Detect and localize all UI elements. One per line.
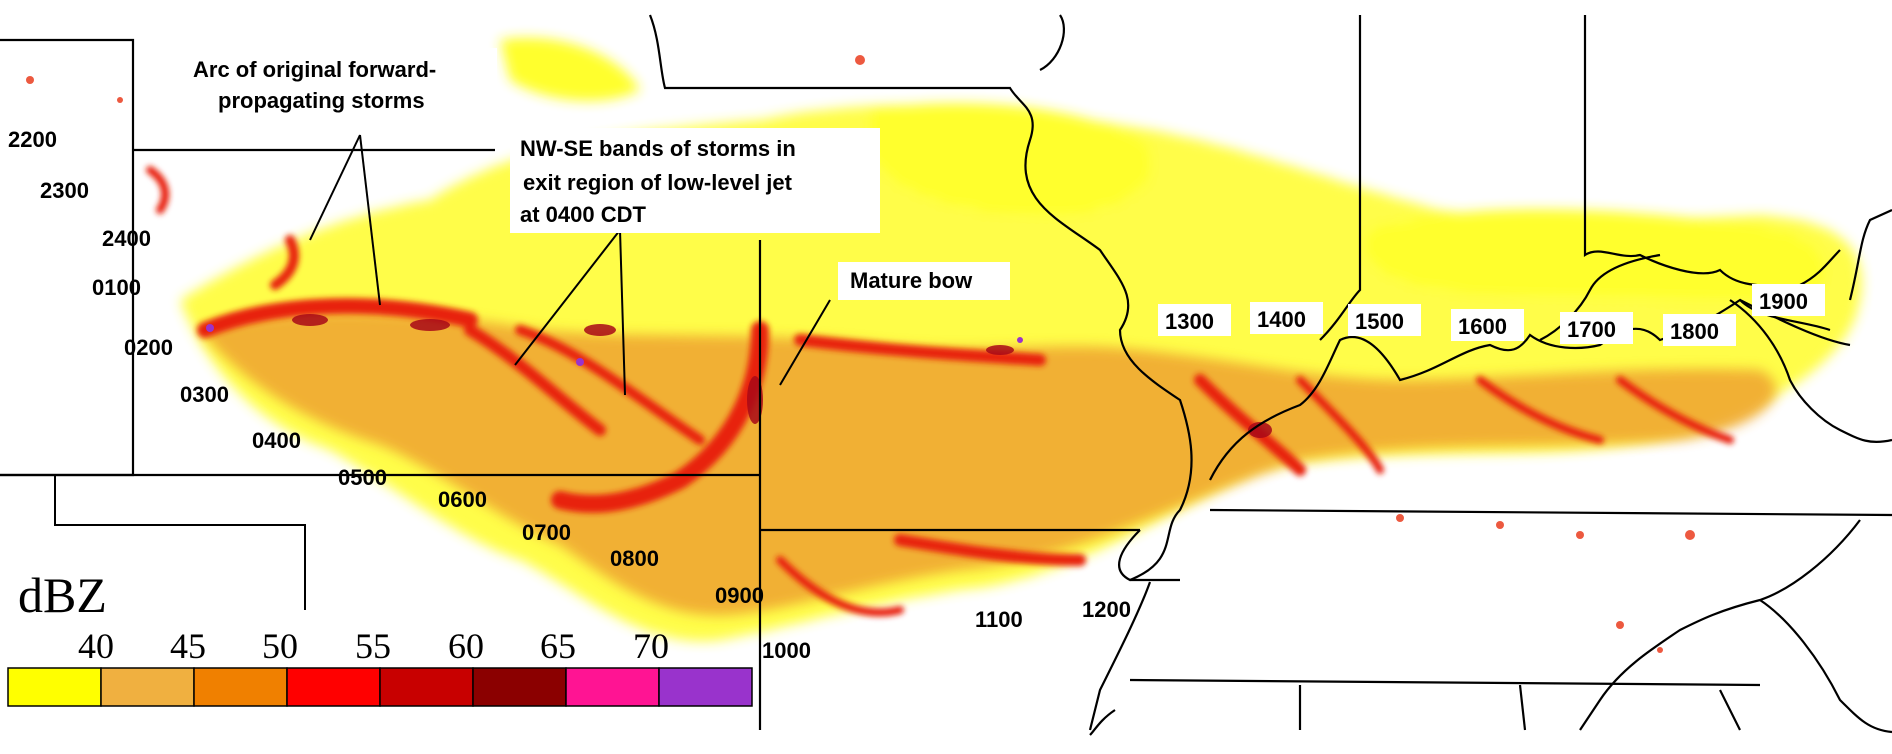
time-labels: 2200 2300 2400 0100 0200 0300 0400 0500 … bbox=[8, 127, 1825, 663]
legend-swatch bbox=[379, 667, 474, 707]
time-label: 1400 bbox=[1257, 307, 1306, 332]
squall-line-southwest bbox=[776, 556, 904, 617]
time-label: 1000 bbox=[762, 638, 811, 663]
legend-swatch bbox=[100, 667, 195, 707]
annotation-mature-bow: Mature bow bbox=[838, 262, 1010, 300]
legend-leader-lines bbox=[54, 475, 306, 610]
annotation-arc: Arc of original forward- propagating sto… bbox=[185, 48, 497, 120]
annotation-nwse: NW-SE bands of storms in exit region of … bbox=[510, 128, 880, 233]
scattered-cell bbox=[1496, 521, 1504, 529]
time-label: 2300 bbox=[40, 178, 89, 203]
nwse-band-1 bbox=[464, 324, 606, 436]
light-echo-eastern-patch bbox=[1363, 209, 1825, 300]
time-label: 0800 bbox=[610, 546, 659, 571]
squall-line-east-4 bbox=[1616, 376, 1734, 444]
time-label: 0900 bbox=[715, 583, 764, 608]
legend-title: dBZ bbox=[18, 567, 107, 623]
annotation-nwse-line2: exit region of low-level jet bbox=[523, 170, 793, 195]
storm-cell-west bbox=[146, 166, 170, 214]
annotation-arc-line2: propagating storms bbox=[218, 88, 425, 113]
intense-core bbox=[410, 319, 450, 331]
legend-swatch bbox=[658, 667, 753, 707]
moderate-echo-band bbox=[200, 311, 1776, 616]
extreme-core bbox=[206, 324, 214, 332]
time-label: 1300 bbox=[1165, 309, 1214, 334]
time-label: 0700 bbox=[522, 520, 571, 545]
extreme-core bbox=[1017, 337, 1023, 343]
legend-swatch bbox=[286, 667, 381, 707]
time-label: 0100 bbox=[92, 275, 141, 300]
intense-core bbox=[1248, 422, 1272, 438]
annotation-nwse-line1: NW-SE bands of storms in bbox=[520, 136, 796, 161]
squall-line-central bbox=[794, 334, 1046, 366]
scattered-cell bbox=[1657, 647, 1663, 653]
legend-swatch bbox=[472, 667, 567, 707]
legend-tick: 50 bbox=[262, 626, 298, 666]
time-label: 1200 bbox=[1082, 597, 1131, 622]
legend-swatch bbox=[7, 667, 102, 707]
time-label: 1800 bbox=[1670, 319, 1719, 344]
legend-tick: 65 bbox=[540, 626, 576, 666]
time-label: 0500 bbox=[338, 465, 387, 490]
light-echo-northwest-patch bbox=[500, 37, 640, 101]
scattered-cell bbox=[1685, 530, 1695, 540]
radar-reflectivity-swath bbox=[26, 37, 1862, 653]
forward-propagating-arc bbox=[197, 298, 478, 338]
annotation-nwse-line3: at 0400 CDT bbox=[520, 202, 647, 227]
time-label: 2200 bbox=[8, 127, 57, 152]
scattered-cell bbox=[1576, 531, 1584, 539]
scattered-cell bbox=[1616, 621, 1624, 629]
annotation-mature-bow-text: Mature bow bbox=[850, 268, 973, 293]
squall-line-trailing bbox=[894, 534, 1086, 566]
legend-swatch bbox=[565, 667, 660, 707]
light-echo-northern-patch bbox=[870, 103, 1153, 216]
annotation-arc-line1: Arc of original forward- bbox=[193, 57, 436, 82]
squall-line-east-3 bbox=[1476, 376, 1604, 444]
time-label: 1100 bbox=[975, 607, 1023, 632]
legend-swatch bbox=[193, 667, 288, 707]
intense-core bbox=[584, 324, 616, 336]
extreme-core bbox=[576, 358, 584, 366]
legend-tick: 40 bbox=[78, 626, 114, 666]
legend-color-scale bbox=[7, 667, 753, 707]
annotation-leader-lines bbox=[309, 134, 831, 396]
time-label: 1700 bbox=[1567, 317, 1616, 342]
intense-core bbox=[292, 314, 328, 326]
time-label: 2400 bbox=[102, 226, 151, 251]
legend-tick: 60 bbox=[448, 626, 484, 666]
storm-cell-far-west bbox=[270, 235, 299, 290]
scattered-cell bbox=[1396, 514, 1404, 522]
dbz-legend: dBZ 40 45 50 55 60 65 70 bbox=[7, 567, 753, 707]
time-label: 1600 bbox=[1458, 314, 1507, 339]
bow-echo-line bbox=[551, 321, 769, 513]
time-label: 0300 bbox=[180, 382, 229, 407]
scattered-cell bbox=[855, 55, 865, 65]
time-label: 1500 bbox=[1355, 309, 1404, 334]
scattered-cell bbox=[117, 97, 123, 103]
scattered-cell bbox=[26, 76, 34, 84]
intense-core bbox=[986, 345, 1014, 355]
time-label: 0400 bbox=[252, 428, 301, 453]
nwse-band-2 bbox=[515, 325, 705, 445]
time-label: 0600 bbox=[438, 487, 487, 512]
legend-tick: 55 bbox=[355, 626, 391, 666]
legend-tick: 70 bbox=[633, 626, 669, 666]
time-label: 0200 bbox=[124, 335, 173, 360]
time-label: 1900 bbox=[1759, 289, 1808, 314]
legend-tick: 45 bbox=[170, 626, 206, 666]
